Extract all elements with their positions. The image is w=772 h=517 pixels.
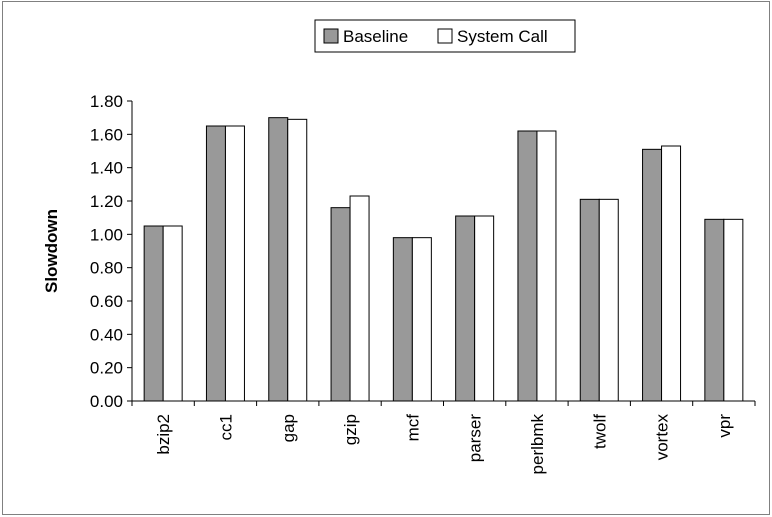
y-tick-label: 1.20 <box>90 192 123 211</box>
legend-swatch-baseline <box>323 28 339 44</box>
bar-system-call-parser <box>474 215 495 402</box>
bar-baseline-mcf <box>392 237 413 402</box>
x-tick-label: gap <box>279 414 298 442</box>
x-tick-label: parser <box>466 414 485 463</box>
x-axis: bzip2 cc1 gap gzip mcf parser perlbmk twolf vort… <box>131 401 756 475</box>
y-tick-label: 1.80 <box>90 92 123 111</box>
bar-baseline-gap <box>268 117 289 402</box>
x-tick-label: vpr <box>715 414 734 438</box>
bar-system-call-mcf <box>411 237 432 402</box>
bars <box>143 117 744 402</box>
x-tick-label: cc1 <box>216 414 235 440</box>
x-tick-label: mcf <box>403 414 422 442</box>
x-tick-label: gzip <box>341 414 360 445</box>
legend-swatch-system-call <box>437 28 453 44</box>
y-tick-label: 1.40 <box>90 159 123 178</box>
y-axis: 0.00 0.20 0.40 0.60 0.80 1.00 1.20 1.40 1.60 1.80 <box>90 92 132 411</box>
bar-baseline-bzip2 <box>143 225 164 402</box>
legend-label-system-call: System Call <box>457 27 548 46</box>
x-tick-label: vortex <box>653 414 672 461</box>
y-tick-label: 0.20 <box>90 359 123 378</box>
bar-system-call-cc1 <box>224 125 245 402</box>
bar-system-call-vortex <box>661 145 682 402</box>
y-tick-label: 0.60 <box>90 292 123 311</box>
x-tick-label: perlbmk <box>528 414 547 475</box>
y-axis-title: Slowdown <box>42 209 61 293</box>
bar-baseline-cc1 <box>205 125 226 402</box>
bar-system-call-bzip2 <box>162 225 183 402</box>
y-tick-label: 1.00 <box>90 225 123 244</box>
bar-system-call-twolf <box>598 198 619 402</box>
bar-baseline-vpr <box>704 218 725 402</box>
bar-baseline-gzip <box>330 207 351 402</box>
bar-baseline-perlbmk <box>517 130 538 402</box>
y-tick-label: 0.40 <box>90 325 123 344</box>
bar-baseline-vortex <box>642 148 663 402</box>
bar-system-call-perlbmk <box>536 130 557 402</box>
bar-system-call-gap <box>287 118 308 402</box>
y-tick-label: 0.80 <box>90 259 123 278</box>
y-tick-label: 1.60 <box>90 125 123 144</box>
x-tick-label: twolf <box>590 414 609 449</box>
bar-system-call-gzip <box>349 195 370 402</box>
bar-baseline-twolf <box>579 198 600 402</box>
bar-system-call-vpr <box>723 218 744 402</box>
legend: Baseline System Call <box>314 19 576 53</box>
y-tick-label: 0.00 <box>90 392 123 411</box>
bar-baseline-parser <box>455 215 476 402</box>
legend-label-baseline: Baseline <box>343 27 408 46</box>
x-tick-label: bzip2 <box>154 414 173 455</box>
